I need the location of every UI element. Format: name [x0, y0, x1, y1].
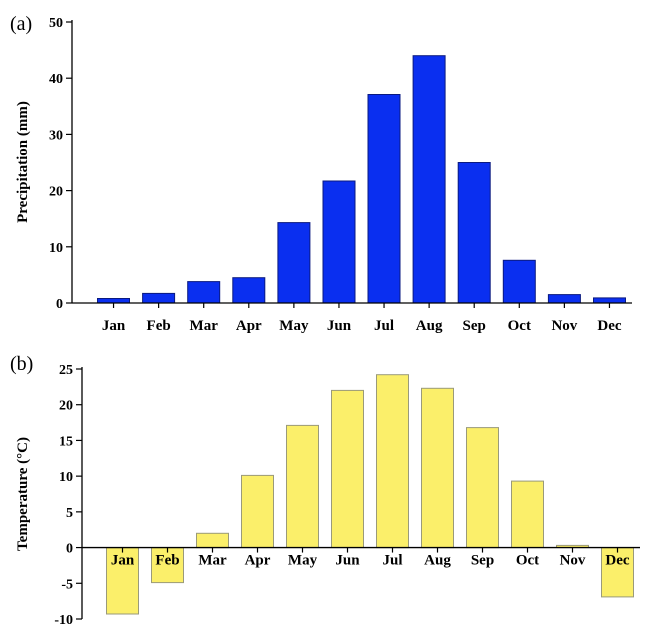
x-tick-label-nov: Nov	[551, 318, 577, 334]
y-tick-label: 25	[59, 363, 73, 378]
y-tick-label: 40	[49, 72, 63, 87]
bar-jan	[106, 547, 139, 615]
x-tick-label-dec: Dec	[605, 553, 629, 569]
x-tick-label-nov: Nov	[560, 553, 586, 569]
x-tick-label-oct: Oct	[516, 553, 539, 569]
bar-apr	[232, 277, 266, 304]
bar-oct	[511, 480, 544, 549]
y-tick-label: 30	[49, 128, 63, 143]
y-tick-label: 10	[49, 241, 63, 256]
y-tick-label: 50	[49, 16, 63, 31]
bar-mar	[187, 281, 221, 304]
temperature-chart: (b) Temperature (°C) -10 -5 0 5 10 15 20 25 Jan Feb…	[10, 353, 640, 628]
y-tick-label: 20	[49, 185, 63, 200]
x-tick-label-apr: Apr	[236, 318, 262, 334]
y-tick-label: 20	[59, 399, 73, 414]
bar-may	[277, 222, 311, 304]
bar-jun	[331, 389, 364, 548]
y-tick-label: 10	[59, 470, 73, 485]
x-tick-label-jan: Jan	[111, 553, 135, 569]
bar-dec	[601, 547, 634, 598]
x-tick-label-jun: Jun	[327, 318, 352, 334]
panel-label: (b)	[10, 353, 33, 375]
x-tick-label-oct: Oct	[508, 318, 531, 334]
x-tick-label-may: May	[288, 553, 318, 569]
x-tick-label-aug: Aug	[424, 553, 451, 569]
panel-label: (a)	[10, 13, 32, 35]
x-tick-label-aug: Aug	[416, 318, 443, 334]
bar-nov	[547, 294, 581, 304]
bar-sep	[466, 427, 499, 549]
x-tick-label-feb: Feb	[155, 553, 179, 569]
y-tick-label: 0	[56, 297, 63, 312]
x-tick-label-jan: Jan	[102, 318, 126, 334]
bar-jul	[376, 374, 409, 549]
x-tick-label-jun: Jun	[335, 553, 360, 569]
bar-feb	[151, 547, 184, 584]
x-tick-label-apr: Apr	[245, 553, 271, 569]
y-axis-label: Precipitation (mm)	[15, 101, 31, 223]
bar-aug	[412, 55, 446, 304]
x-tick-label-feb: Feb	[147, 318, 171, 334]
y-tick-label: 15	[59, 434, 73, 449]
x-tick-label-sep: Sep	[471, 553, 494, 569]
y-tick-label: -5	[61, 577, 73, 592]
bar-feb	[142, 292, 176, 304]
bar-oct	[502, 259, 536, 304]
bar-jun	[322, 180, 356, 304]
x-tick-label-sep: Sep	[463, 318, 486, 334]
bar-dec	[593, 297, 626, 304]
x-tick-label-jul: Jul	[382, 553, 402, 569]
bar-apr	[241, 474, 274, 548]
y-tick-label: -10	[54, 613, 73, 628]
y-tick-label: 0	[66, 542, 73, 557]
x-tick-label-may: May	[279, 318, 309, 334]
precipitation-chart: (a) Precipitation (mm) 0 10 20 30 40 50 Jan Feb Ma…	[10, 13, 632, 334]
y-tick-label: 5	[66, 506, 73, 521]
bar-aug	[421, 387, 454, 549]
bar-mar	[196, 532, 229, 549]
x-tick-label-mar: Mar	[190, 318, 219, 334]
bar-may	[286, 424, 319, 548]
bar-jan	[97, 298, 130, 304]
y-axis-label: Temperature (°C)	[15, 437, 31, 551]
bar-sep	[457, 162, 491, 304]
bar-jul	[367, 94, 401, 304]
x-tick-label-dec: Dec	[597, 318, 621, 334]
x-tick-label-mar: Mar	[198, 553, 227, 569]
x-tick-label-jul: Jul	[374, 318, 394, 334]
